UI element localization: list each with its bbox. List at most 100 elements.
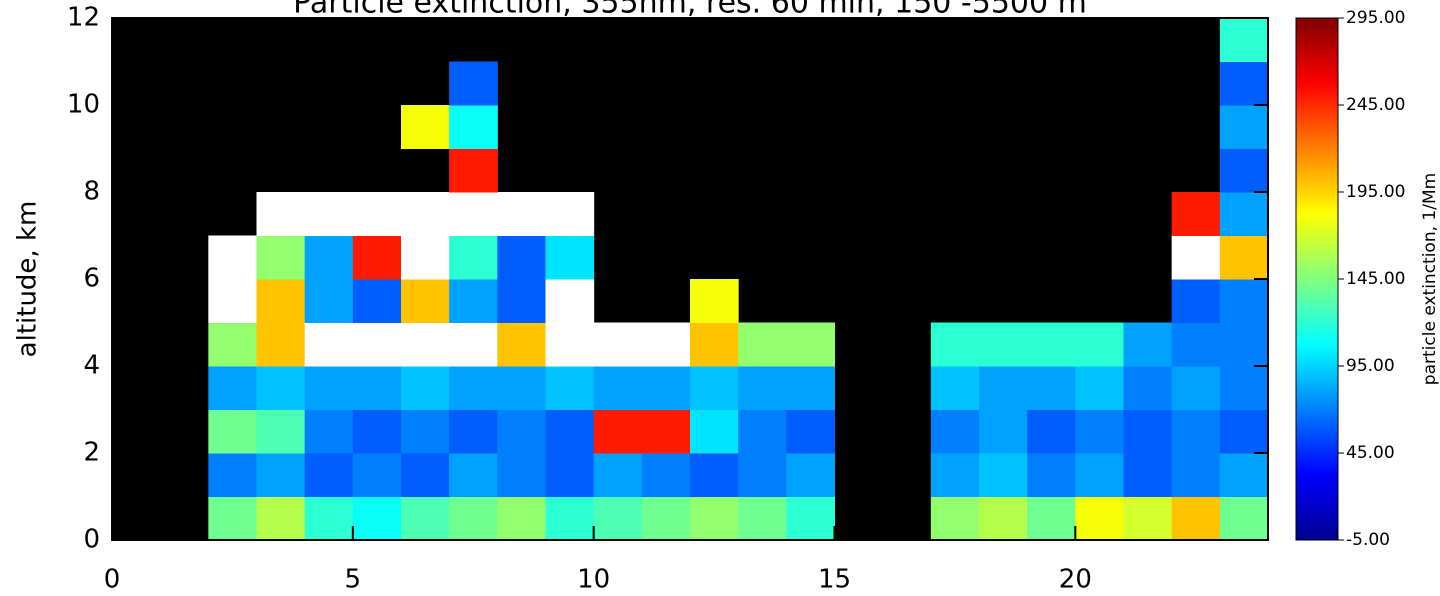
heatmap-cell [208, 235, 257, 280]
heatmap-cell [401, 322, 450, 367]
y-tick-label: 0 [83, 525, 100, 555]
heatmap-cell [1171, 235, 1221, 280]
colorbar-tick-label: 295.00 [1346, 8, 1405, 28]
colorbar-label: particle extinction, 1/Mm [1420, 173, 1440, 385]
heatmap-cell [786, 409, 835, 454]
heatmap-cell [641, 322, 691, 367]
heatmap-cell [449, 279, 498, 323]
heatmap-cell [449, 105, 498, 149]
y-axis-label: altitude, km [13, 201, 43, 358]
heatmap-cell [401, 409, 450, 454]
heatmap-cell [738, 409, 787, 454]
heatmap-cell [690, 409, 739, 454]
heatmap-cell [256, 322, 306, 367]
heatmap-cell [930, 453, 980, 497]
heatmap-cell [545, 235, 595, 280]
heatmap-cell [449, 148, 498, 193]
heatmap-cell [208, 453, 257, 497]
heatmap-cell [1219, 496, 1269, 541]
heatmap-cell [256, 192, 306, 236]
heatmap-cell [497, 453, 546, 497]
colorbar-tick-label: 145.00 [1346, 269, 1405, 289]
heatmap-cell [738, 496, 787, 541]
heatmap-cell [786, 322, 835, 367]
heatmap-cell [545, 409, 595, 454]
heatmap-cell [352, 192, 402, 236]
heatmap-cell [208, 279, 257, 323]
heatmap-cell [497, 279, 546, 323]
heatmap-cell [1219, 409, 1269, 454]
heatmap-cell [256, 453, 306, 497]
heatmap-cell [497, 409, 546, 454]
y-tick-label: 2 [83, 438, 100, 468]
heatmap-cell [1171, 409, 1221, 454]
colorbar-tick-label: 95.00 [1346, 356, 1395, 376]
heatmap-cell [1075, 409, 1124, 454]
heatmap-cell [256, 496, 306, 541]
heatmap-cell [1219, 148, 1269, 193]
heatmap-cell [593, 366, 643, 410]
heatmap-cell [786, 453, 835, 497]
heatmap-cell [1075, 366, 1124, 410]
heatmap-cell [352, 366, 402, 410]
heatmap-cell [1027, 496, 1076, 541]
heatmap-cell [352, 235, 402, 280]
heatmap-cell [497, 366, 546, 410]
heatmap-cell [690, 322, 739, 367]
colorbar-tick-label: 45.00 [1346, 443, 1395, 463]
heatmap-cell [1075, 453, 1124, 497]
heatmap-cell [1171, 322, 1221, 367]
heatmap-cell [304, 409, 354, 454]
x-tick-label: 5 [345, 565, 362, 595]
heatmap-cell [1219, 235, 1269, 280]
heatmap-cell [738, 322, 787, 367]
heatmap-cell [208, 496, 257, 541]
heatmap-cell [1027, 409, 1076, 454]
heatmap-cell [1171, 279, 1221, 323]
heatmap-cell [1219, 61, 1269, 106]
heatmap-cell [930, 496, 980, 541]
heatmap-cell [690, 366, 739, 410]
heatmap-cell [256, 366, 306, 410]
heatmap-cell [979, 409, 1028, 454]
heatmap-cell [979, 453, 1028, 497]
heatmap-cell [497, 322, 546, 367]
heatmap-cell [593, 322, 643, 367]
x-tick-label: 10 [577, 565, 610, 595]
colorbar [1295, 17, 1339, 541]
heatmap-cell [401, 366, 450, 410]
heatmap-cell [593, 496, 643, 541]
heatmap-cell [449, 235, 498, 280]
heatmap-cells [208, 18, 1269, 541]
heatmap-cell [690, 279, 739, 323]
heatmap-cell [1075, 322, 1124, 367]
heatmap-cell [497, 235, 546, 280]
heatmap-cell [545, 279, 595, 323]
heatmap-cell [690, 496, 739, 541]
heatmap-cell [304, 279, 354, 323]
heatmap-cell [1123, 366, 1173, 410]
heatmap-cell [545, 453, 595, 497]
heatmap-cell [401, 496, 450, 541]
heatmap-cell [545, 322, 595, 367]
heatmap-cell [690, 453, 739, 497]
chart-title: Particle extinction, 355nm, res. 60 min,… [293, 0, 1087, 21]
heatmap-cell [401, 105, 450, 149]
heatmap-cell [593, 409, 643, 454]
heatmap-cell [1219, 105, 1269, 149]
heatmap-cell [786, 496, 835, 541]
heatmap-cell [1219, 192, 1269, 236]
heatmap-cell [449, 192, 498, 236]
heatmap-cell [1075, 496, 1124, 541]
x-tick-label: 20 [1059, 565, 1092, 595]
heatmap-cell [449, 453, 498, 497]
heatmap-cell [256, 279, 306, 323]
heatmap-cell [449, 61, 498, 106]
heatmap-cell [738, 366, 787, 410]
heatmap-cell [1027, 322, 1076, 367]
heatmap-cell [1219, 322, 1269, 367]
heatmap-cell [545, 366, 595, 410]
heatmap-cell [786, 366, 835, 410]
y-tick-label: 6 [83, 264, 100, 294]
